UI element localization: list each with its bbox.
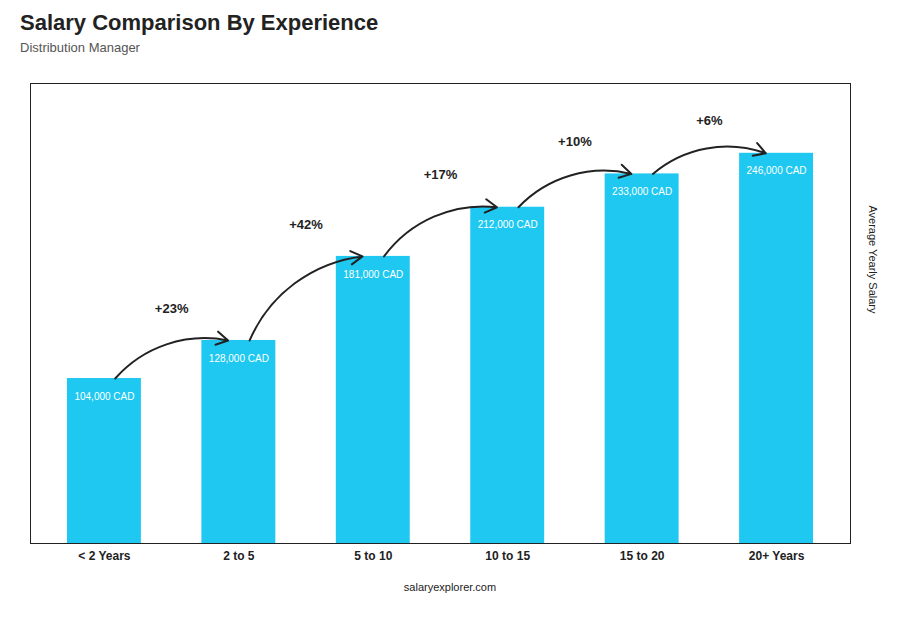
svg-text:10 to 15: 10 to 15	[485, 549, 530, 563]
html-text:Distribution Manager: Distribution Manager	[20, 40, 140, 55]
svg-text:< 2 Years: < 2 Years	[78, 549, 130, 563]
svg-text:246,000 CAD: 246,000 CAD	[747, 165, 807, 176]
svg-text:5 to 10: 5 to 10	[354, 549, 392, 563]
svg-text:2 to 5: 2 to 5	[223, 549, 255, 563]
svg-text:128,000 CAD: 128,000 CAD	[209, 353, 269, 364]
svg-text:Average Yearly Salary: Average Yearly Salary	[867, 205, 879, 314]
html-text:Salary Comparison By Experienc: Salary Comparison By Experience	[20, 10, 379, 35]
svg-text:+42%: +42%	[289, 217, 323, 232]
svg-text:+6%: +6%	[696, 113, 723, 128]
svg-text:104,000 CAD: 104,000 CAD	[74, 391, 134, 402]
svg-text:+17%: +17%	[424, 167, 458, 182]
svg-text:233,000 CAD: 233,000 CAD	[612, 186, 672, 197]
svg-text:212,000 CAD: 212,000 CAD	[478, 219, 538, 230]
svg-text:181,000 CAD: 181,000 CAD	[343, 268, 403, 279]
svg-text:+23%: +23%	[155, 301, 189, 316]
svg-text:20+ Years: 20+ Years	[749, 549, 805, 563]
svg-text:15 to 20: 15 to 20	[620, 549, 665, 563]
svg-text:+10%: +10%	[558, 134, 592, 149]
html-text:salaryexplorer.com: salaryexplorer.com	[403, 581, 497, 593]
